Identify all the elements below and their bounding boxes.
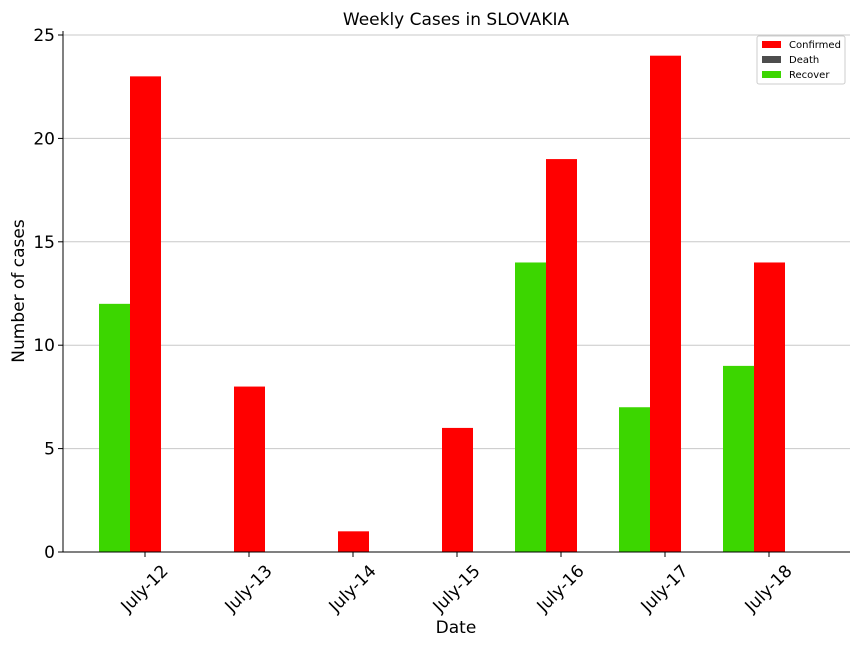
bar-confirmed-july-13 xyxy=(234,386,265,552)
y-tick-label: 25 xyxy=(33,26,55,46)
legend-label-death: Death xyxy=(789,55,819,66)
bar-recover-july-18 xyxy=(723,365,754,552)
bar-confirmed-july-18 xyxy=(754,262,785,552)
legend-label-confirmed: Confirmed xyxy=(789,40,841,51)
legend-swatch-confirmed xyxy=(762,41,781,48)
bar-confirmed-july-16 xyxy=(546,159,577,552)
bar-confirmed-july-17 xyxy=(650,55,681,553)
y-ticks: 0 5 10 15 20 25 xyxy=(33,26,63,563)
x-tick-label: July-14 xyxy=(325,561,381,617)
bar-recover-july-12 xyxy=(99,303,130,552)
x-tick-label: July-12 xyxy=(117,561,173,617)
bar-recover-july-16 xyxy=(515,262,546,552)
legend: Confirmed Death Recover xyxy=(756,35,846,85)
y-tick-label: 0 xyxy=(44,543,55,563)
bar-confirmed-july-15 xyxy=(442,427,473,552)
y-tick-label: 5 xyxy=(44,440,55,460)
y-axis-label: Number of cases xyxy=(9,219,29,363)
x-tick-label: July-16 xyxy=(533,561,589,617)
x-ticks: July-12 July-13 July-14 July-15 July-16 July-… xyxy=(117,552,797,617)
y-tick-label: 10 xyxy=(33,336,55,356)
legend-swatch-recover xyxy=(762,71,781,78)
x-tick-label: July-17 xyxy=(637,561,693,617)
bars xyxy=(99,55,785,553)
x-tick-label: July-13 xyxy=(221,561,277,617)
bar-recover-july-17 xyxy=(619,407,650,552)
bar-confirmed-july-14 xyxy=(338,531,369,552)
bar-confirmed-july-12 xyxy=(130,76,161,553)
legend-swatch-death xyxy=(762,56,781,63)
x-tick-label: July-15 xyxy=(429,561,485,617)
x-tick-label: July-18 xyxy=(741,561,797,617)
y-tick-label: 15 xyxy=(33,233,55,253)
grid xyxy=(63,34,850,450)
legend-label-recover: Recover xyxy=(789,70,830,81)
x-axis-label: Date xyxy=(436,618,477,638)
chart-title: Weekly Cases in SLOVAKIA xyxy=(343,10,570,30)
y-tick-label: 20 xyxy=(33,129,55,149)
